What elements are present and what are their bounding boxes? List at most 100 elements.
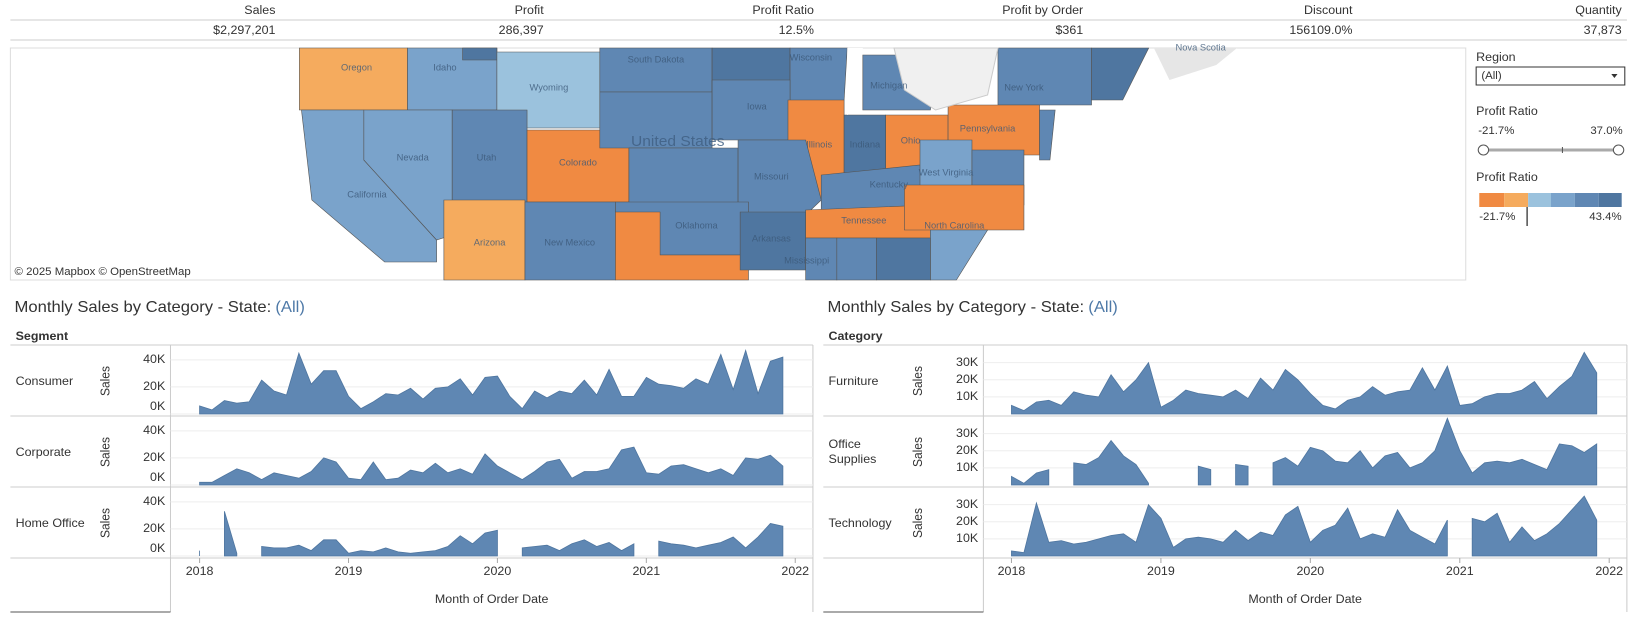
row-header-text: Furniture xyxy=(828,373,879,388)
x-axis-label: Month of Order Date xyxy=(435,592,549,606)
row-header-text: Home Office xyxy=(15,515,85,530)
state xyxy=(876,237,931,281)
row-header: Office Supplies xyxy=(828,437,877,466)
kpi-label: Profit by Order xyxy=(1002,3,1083,17)
map-label: Wisconsin xyxy=(790,53,833,63)
slider-label: Profit Ratio xyxy=(1476,104,1538,118)
map-label: Nevada xyxy=(397,153,430,163)
kpi-label: Profit Ratio xyxy=(752,3,814,17)
state xyxy=(462,47,498,61)
x-tick-label: 2018 xyxy=(998,564,1026,578)
x-tick-label: 2020 xyxy=(484,564,512,578)
state xyxy=(836,237,877,281)
map-label: Nova Scotia xyxy=(1176,43,1227,53)
y-tick-label: 10K xyxy=(956,531,979,545)
state xyxy=(1091,47,1150,101)
state-filter: (All) xyxy=(275,299,305,317)
map-label: Oregon xyxy=(341,63,372,73)
x-tick-label: 2020 xyxy=(1296,564,1324,578)
slider-handle[interactable] xyxy=(1477,144,1490,156)
x-tick-label: 2022 xyxy=(781,564,809,578)
map-attribution: © 2025 Mapbox © OpenStreetMap xyxy=(15,266,191,278)
land xyxy=(893,47,999,111)
row-header: Consumer xyxy=(16,374,74,388)
y-axis-label: Sales xyxy=(911,437,925,467)
sales-area xyxy=(199,446,784,486)
map-label: South Dakota xyxy=(628,55,685,65)
y-tick-label: 20K xyxy=(143,379,166,393)
map-label: Idaho xyxy=(433,63,456,73)
sales-area xyxy=(1011,495,1598,557)
kpi-value: $361 xyxy=(1055,23,1083,37)
x-axis-label: Month of Order Date xyxy=(1248,592,1362,606)
y-tick-label: 40K xyxy=(143,352,166,366)
state-filter: (All) xyxy=(1088,299,1118,317)
row-header-title: Segment xyxy=(16,329,69,343)
kpi-value: 286,397 xyxy=(499,23,544,37)
row-header: Technology xyxy=(828,515,892,530)
y-tick-label: 0K xyxy=(150,470,166,484)
row-header-text: Technology xyxy=(828,515,892,530)
row-header: Furniture xyxy=(828,373,879,388)
kpi-value: 156109.0% xyxy=(1289,23,1352,37)
x-tick-label: 2021 xyxy=(1446,564,1474,578)
legend-label: Profit Ratio xyxy=(1476,170,1538,184)
lake xyxy=(847,48,863,115)
map-label: Colorado xyxy=(559,158,597,168)
row-header: Corporate xyxy=(16,445,71,459)
land xyxy=(1153,48,1238,80)
chart-title: Monthly Sales by Category - State: xyxy=(827,299,1084,317)
y-axis-label: Sales xyxy=(911,366,925,396)
kpi-label: Sales xyxy=(244,3,275,17)
map-label: Kentucky xyxy=(870,180,909,190)
y-tick-label: 20K xyxy=(143,450,166,464)
map-label: West Virginia xyxy=(919,168,975,178)
kpi-label: Profit xyxy=(515,3,545,17)
legend-min: -21.7% xyxy=(1479,211,1515,223)
map-label: California xyxy=(347,190,387,200)
slider-max: 37.0% xyxy=(1590,125,1622,137)
y-tick-label: 10K xyxy=(956,460,979,474)
row-header-text: Office Supplies xyxy=(828,437,877,466)
kpi-label: Discount xyxy=(1304,3,1353,17)
state xyxy=(904,184,1025,231)
kpi-label: Quantity xyxy=(1575,3,1622,17)
kpi-value: 37,873 xyxy=(1584,23,1622,37)
y-tick-label: 30K xyxy=(956,355,979,369)
sales-area xyxy=(1011,417,1598,486)
x-tick-label: 2019 xyxy=(1147,564,1175,578)
region-label: Region xyxy=(1476,50,1515,64)
x-tick-label: 2019 xyxy=(335,564,363,578)
region-dropdown[interactable] xyxy=(1475,66,1626,86)
color-legend xyxy=(1479,193,1622,226)
x-tick-label: 2021 xyxy=(632,564,660,578)
sales-area xyxy=(1011,351,1598,415)
map-label: Pennsylvania xyxy=(960,124,1016,134)
map-label: Ohio xyxy=(901,136,921,146)
map-label: Missouri xyxy=(754,172,789,182)
y-tick-label: 40K xyxy=(143,423,166,437)
state xyxy=(628,147,739,206)
slider-min: -21.7% xyxy=(1478,125,1514,137)
state xyxy=(997,47,1092,106)
sales-area xyxy=(199,511,784,557)
x-tick-label: 2022 xyxy=(1595,564,1623,578)
y-tick-label: 10K xyxy=(956,389,979,403)
slider-handle[interactable] xyxy=(1612,144,1625,156)
map-label: Arkansas xyxy=(752,234,791,244)
y-axis-label: Sales xyxy=(98,508,112,538)
map-label: Tennessee xyxy=(841,216,886,226)
row-header: Home Office xyxy=(15,515,85,530)
y-axis-label: Sales xyxy=(911,508,925,538)
map-label: Oklahoma xyxy=(675,221,718,231)
kpi-value: $2,297,201 xyxy=(213,23,276,37)
y-tick-label: 0K xyxy=(150,399,166,413)
y-tick-label: 40K xyxy=(143,494,166,508)
map-label: Utah xyxy=(477,153,497,163)
legend-max: 43.4% xyxy=(1589,211,1621,223)
map-label: Wyoming xyxy=(529,83,568,93)
map-label: New Mexico xyxy=(544,238,595,248)
kpi-value: 12.5% xyxy=(779,23,814,37)
